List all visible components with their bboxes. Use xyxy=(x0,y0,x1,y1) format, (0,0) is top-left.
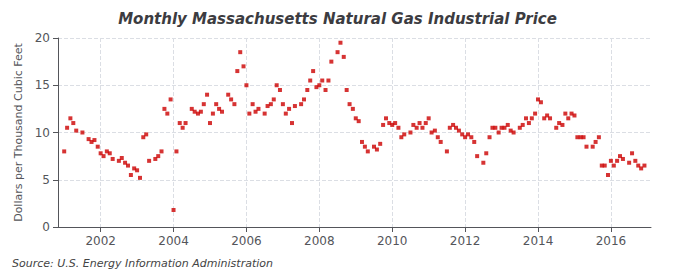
svg-text:Source: U.S. Energy Informatio: Source: U.S. Energy Information Administ… xyxy=(12,257,273,270)
svg-text:10: 10 xyxy=(35,126,50,140)
svg-text:5: 5 xyxy=(42,173,50,187)
svg-text:2016: 2016 xyxy=(596,234,627,248)
svg-text:2010: 2010 xyxy=(377,234,408,248)
svg-text:20: 20 xyxy=(35,31,50,45)
svg-text:2008: 2008 xyxy=(304,234,335,248)
svg-text:2004: 2004 xyxy=(158,234,189,248)
svg-text:15: 15 xyxy=(35,78,50,92)
svg-text:2002: 2002 xyxy=(85,234,116,248)
svg-text:2014: 2014 xyxy=(523,234,554,248)
svg-text:Monthly Massachusetts Natural: Monthly Massachusetts Natural Gas Indust… xyxy=(118,10,557,28)
svg-text:2012: 2012 xyxy=(450,234,481,248)
svg-text:2006: 2006 xyxy=(231,234,262,248)
svg-text:0: 0 xyxy=(42,220,50,234)
svg-text:Dollars per Thousand Cubic Fee: Dollars per Thousand Cubic Feet xyxy=(12,42,25,221)
